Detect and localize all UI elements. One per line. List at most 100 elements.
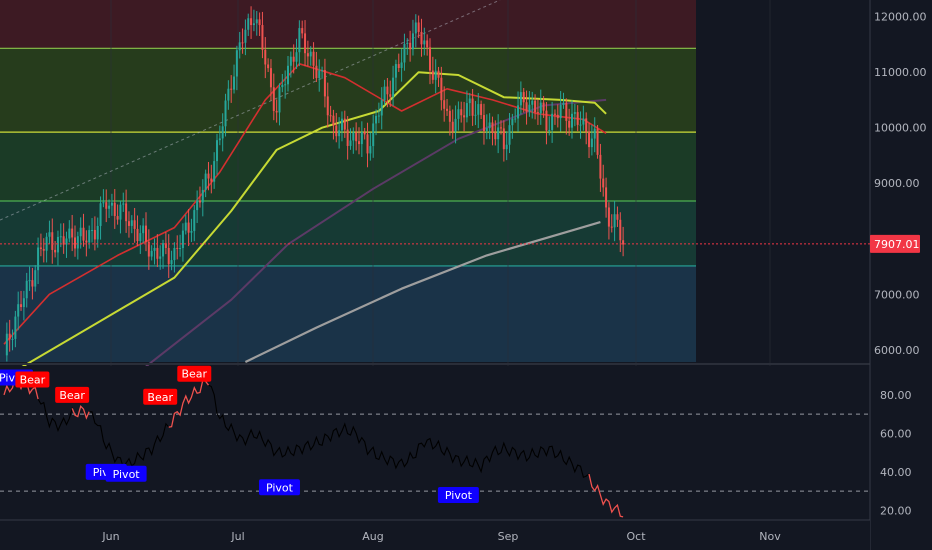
candle-body xyxy=(233,76,236,90)
candle-body xyxy=(201,189,204,203)
candle-body xyxy=(505,144,508,150)
oscillator-bg xyxy=(0,366,870,520)
candle-body xyxy=(497,127,500,140)
candle-body xyxy=(5,333,8,356)
candle-body xyxy=(465,103,468,118)
candle-body xyxy=(136,228,139,242)
candle-body xyxy=(477,104,480,115)
candle-body xyxy=(610,226,613,228)
price-tick-label: 10000.00 xyxy=(874,122,927,135)
candle-body xyxy=(108,205,111,209)
candle-body xyxy=(110,202,113,206)
candle-body xyxy=(468,98,471,104)
candle-body xyxy=(568,120,571,128)
candle-body xyxy=(65,238,68,245)
candle-body xyxy=(207,173,210,179)
candle-body xyxy=(196,200,199,211)
bear-label-box xyxy=(143,388,178,405)
candle-body xyxy=(528,104,531,112)
candle-body xyxy=(599,154,602,179)
candle-body xyxy=(400,62,403,68)
candle-body xyxy=(590,138,593,148)
candle-body xyxy=(272,87,275,111)
candle-body xyxy=(488,122,491,129)
last-price-label: 7907.01 xyxy=(874,238,920,251)
candle-body xyxy=(343,118,346,130)
candle-body xyxy=(17,304,20,317)
candle-body xyxy=(553,113,556,115)
candle-body xyxy=(190,231,193,233)
candle-body xyxy=(241,42,244,44)
candle-body xyxy=(59,236,62,238)
candle-body xyxy=(204,173,207,190)
time-axis[interactable]: Jun Jul Aug Sep Oct Nov xyxy=(0,519,870,550)
fib-zone xyxy=(0,0,696,49)
candle-body xyxy=(491,122,494,133)
time-tick-label: Oct xyxy=(626,530,646,543)
candle-body xyxy=(500,127,502,129)
candle-body xyxy=(76,236,79,249)
candle-body xyxy=(284,84,287,86)
osc-highlight-segment xyxy=(168,379,210,428)
price-axis[interactable]: 12000.00 11000.00 10000.00 9000.00 7000.00 60… xyxy=(869,0,932,550)
candle-body xyxy=(11,338,14,340)
candle-body xyxy=(176,247,179,249)
candle-body xyxy=(522,92,525,103)
candle-body xyxy=(130,220,133,226)
pivot-label-box xyxy=(437,486,479,503)
pivot-label: Pivot xyxy=(266,481,294,494)
price-tick-label: 11000.00 xyxy=(874,66,927,79)
candle-body xyxy=(480,104,483,116)
candle-body xyxy=(133,220,136,229)
candle-body xyxy=(448,110,451,122)
candle-body xyxy=(392,77,395,97)
candle-body xyxy=(619,219,622,241)
candle-body xyxy=(602,178,605,188)
candle-body xyxy=(20,304,23,308)
candle-body xyxy=(230,88,233,90)
candle-body xyxy=(386,86,389,95)
candle-body xyxy=(349,140,352,146)
candle-body xyxy=(525,102,528,112)
candle-body xyxy=(585,118,588,132)
price-tick-label: 7000.00 xyxy=(874,288,920,301)
pivot-label-box xyxy=(258,479,300,496)
candle-body xyxy=(562,103,565,105)
candle-body xyxy=(323,70,326,97)
candle-body xyxy=(252,23,255,26)
candle-body xyxy=(85,240,88,243)
candle-body xyxy=(14,316,17,339)
candle-body xyxy=(372,123,375,147)
candle-body xyxy=(394,64,397,78)
candle-body xyxy=(88,230,91,243)
candle-body xyxy=(105,202,108,209)
candle-body xyxy=(221,126,224,139)
candle-body xyxy=(576,112,579,125)
candle-body xyxy=(74,237,76,249)
candle-body xyxy=(397,64,400,68)
candle-body xyxy=(411,33,414,50)
osc-tick-label: 40.00 xyxy=(880,466,912,479)
candle-body xyxy=(306,53,309,57)
candle-body xyxy=(113,202,116,217)
candle-body xyxy=(406,42,409,44)
candle-body xyxy=(363,132,366,135)
candle-body xyxy=(596,128,599,155)
candle-body xyxy=(312,51,315,66)
bear-label: Bear xyxy=(20,373,46,386)
candle-body xyxy=(463,115,466,118)
candle-body xyxy=(216,140,218,162)
candle-body xyxy=(437,70,440,78)
candle-body xyxy=(352,132,355,141)
candle-body xyxy=(170,260,173,265)
candle-body xyxy=(96,225,99,240)
candle-body xyxy=(443,100,446,109)
bear-label-box xyxy=(177,365,212,382)
price-axis-bg xyxy=(870,0,932,550)
time-tick-label: Jul xyxy=(230,530,244,543)
candle-body xyxy=(79,227,82,237)
candle-body xyxy=(281,84,284,88)
candle-body xyxy=(474,114,477,116)
